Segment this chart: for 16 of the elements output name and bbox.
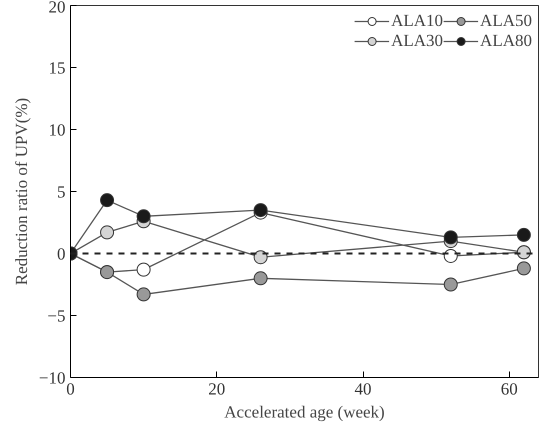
legend-label: ALA30 [391,31,444,51]
x-tick-label: 60 [500,380,518,398]
y-tick-label: −5 [47,306,66,326]
y-tick-label: 15 [48,58,66,78]
legend-label: ALA50 [480,11,532,31]
y-tick-label: 20 [48,0,66,16]
x-axis-title: Accelerated age (week) [224,402,385,422]
y-tick-label: 10 [48,120,66,140]
y-axis-title: Reduction ratio of UPV(%) [12,98,31,286]
legend-label: ALA80 [480,31,532,51]
y-tick-label: 0 [57,244,66,264]
y-tick-label: 5 [57,182,66,202]
x-tick-label: 40 [354,380,372,398]
x-tick-label: 20 [208,380,226,398]
y-tick-label: −10 [38,368,66,388]
legend-label: ALA10 [391,11,444,31]
